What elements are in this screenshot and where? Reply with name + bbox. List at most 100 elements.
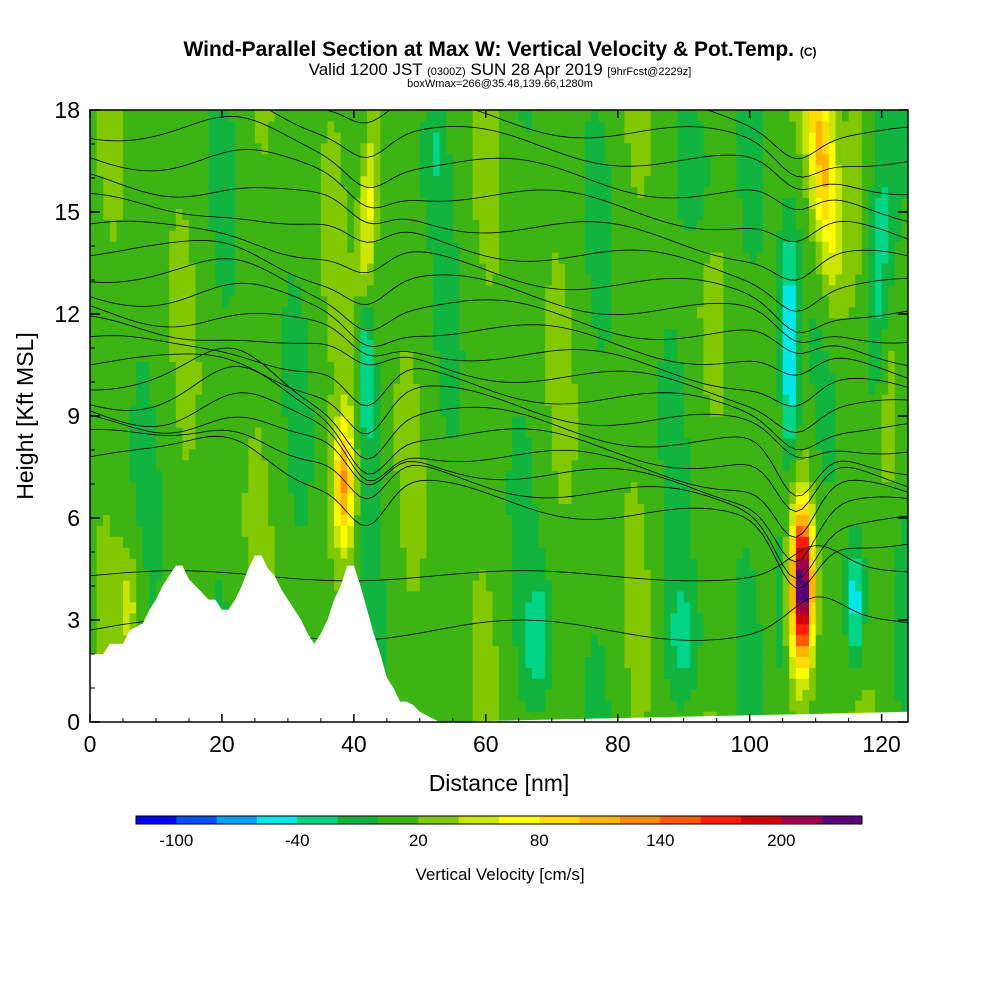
velocity-cell (426, 678, 434, 690)
velocity-cell (650, 514, 658, 526)
velocity-cell (716, 317, 724, 330)
velocity-cell (855, 306, 863, 319)
velocity-cell (353, 569, 362, 581)
velocity-cell (842, 317, 850, 330)
velocity-cell (696, 536, 705, 548)
velocity-cell (835, 678, 843, 690)
velocity-cell (650, 328, 658, 341)
velocity-cell (439, 689, 447, 701)
velocity-cell (90, 569, 98, 581)
velocity-cell (538, 623, 546, 636)
velocity-cell (578, 339, 586, 352)
velocity-cell (413, 426, 421, 439)
velocity-cell (287, 470, 296, 483)
velocity-cell (604, 317, 612, 330)
velocity-cell (531, 339, 540, 352)
velocity-cell (677, 536, 685, 548)
velocity-cell (842, 569, 850, 581)
velocity-cell (307, 448, 315, 461)
velocity-cell (789, 536, 797, 548)
velocity-cell (531, 448, 540, 461)
velocity-cell (743, 459, 751, 472)
velocity-cell (591, 492, 599, 505)
velocity-cell (894, 339, 903, 352)
velocity-cell (822, 689, 830, 701)
velocity-cell (499, 459, 507, 472)
velocity-cell (103, 601, 111, 614)
velocity-cell (281, 405, 289, 417)
velocity-cell (696, 579, 705, 592)
velocity-cell (142, 426, 150, 439)
velocity-cell (822, 503, 830, 515)
velocity-cell (472, 481, 480, 494)
velocity-cell (723, 569, 731, 581)
velocity-cell (644, 525, 652, 537)
velocity-cell (756, 416, 764, 428)
velocity-cell (122, 601, 131, 614)
velocity-cell (188, 361, 197, 373)
velocity-cell (531, 612, 540, 625)
velocity-cell (175, 317, 183, 330)
velocity-cell (835, 295, 843, 308)
velocity-cell (769, 645, 777, 658)
velocity-cell (743, 284, 751, 297)
velocity-cell (637, 711, 645, 722)
velocity-cell (281, 295, 289, 308)
velocity-cell (802, 667, 810, 679)
velocity-cell (215, 492, 223, 505)
velocity-cell (433, 361, 441, 373)
velocity-cell (169, 547, 177, 559)
velocity-cell (591, 361, 599, 373)
velocity-cell (710, 689, 718, 701)
velocity-cell (795, 645, 804, 658)
velocity-cell (400, 569, 408, 581)
velocity-cell (736, 525, 744, 537)
velocity-cell (723, 383, 731, 395)
velocity-cell (729, 372, 738, 384)
velocity-cell (215, 372, 223, 384)
velocity-cell (320, 547, 329, 559)
velocity-cell (386, 612, 395, 625)
velocity-cell (525, 481, 533, 494)
velocity-cell (393, 645, 401, 658)
velocity-cell (551, 711, 559, 722)
velocity-cell (670, 470, 678, 483)
velocity-cell (393, 667, 401, 679)
velocity-cell (439, 612, 447, 625)
velocity-cell (710, 547, 718, 559)
velocity-cell (419, 339, 428, 352)
velocity-cell (485, 634, 494, 647)
velocity-cell (492, 437, 500, 450)
velocity-cell (334, 503, 342, 515)
velocity-cell (782, 601, 790, 614)
velocity-cell (756, 448, 764, 461)
velocity-cell (261, 492, 269, 505)
velocity-cell (505, 579, 513, 592)
velocity-cell (162, 317, 170, 330)
velocity-cell (320, 448, 329, 461)
velocity-cell (215, 350, 223, 362)
velocity-cell (512, 405, 520, 417)
velocity-cell (90, 558, 98, 570)
velocity-cell (564, 514, 573, 526)
velocity-cell (736, 295, 744, 308)
velocity-cell (261, 306, 269, 319)
velocity-cell (690, 558, 698, 570)
velocity-cell (809, 394, 817, 406)
velocity-cell (657, 601, 665, 614)
velocity-cell (472, 361, 480, 373)
velocity-cell (400, 514, 408, 526)
velocity-cell (400, 492, 408, 505)
velocity-cell (96, 361, 104, 373)
velocity-cell (683, 448, 691, 461)
velocity-cell (630, 645, 639, 658)
velocity-cell (624, 448, 632, 461)
velocity-cell (380, 437, 388, 450)
velocity-cell (525, 569, 533, 581)
velocity-cell (155, 481, 164, 494)
velocity-cell (875, 645, 883, 658)
velocity-cell (822, 536, 830, 548)
velocity-cell (650, 284, 658, 297)
velocity-cell (149, 361, 157, 373)
velocity-cell (630, 448, 639, 461)
